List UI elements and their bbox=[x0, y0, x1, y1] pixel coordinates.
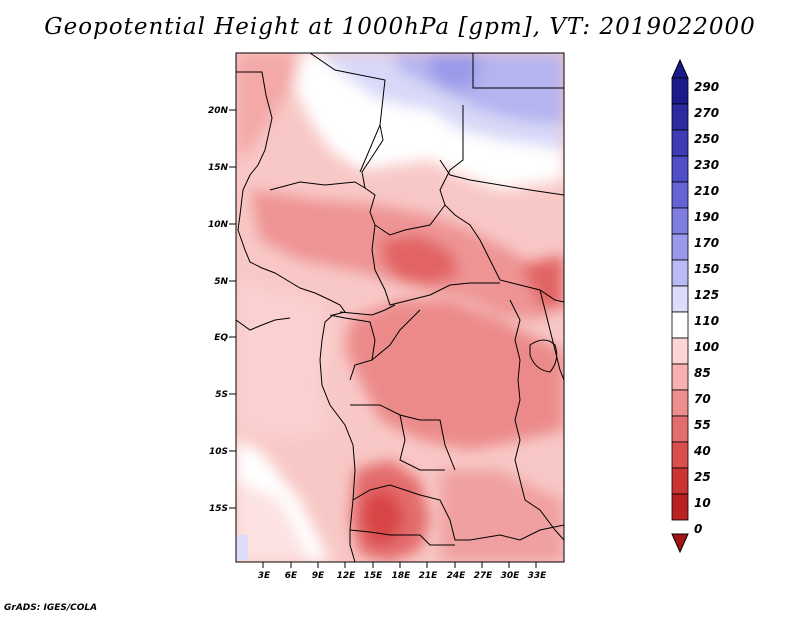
credit-label: GrADS: IGES/COLA bbox=[4, 603, 98, 613]
lat-label: 20N bbox=[208, 106, 229, 116]
colorbar-label: 210 bbox=[694, 184, 719, 198]
colorbar-label: 10 bbox=[694, 496, 711, 510]
colorbar-label: 290 bbox=[694, 80, 719, 94]
lat-label: 15N bbox=[208, 163, 229, 173]
colorbar-label: 190 bbox=[694, 210, 719, 224]
colorbar-segment bbox=[671, 233, 689, 261]
geopotential-field bbox=[236, 53, 564, 562]
lat-label: 5N bbox=[214, 277, 228, 287]
colorbar-label: 100 bbox=[694, 340, 719, 354]
colorbar-segment bbox=[671, 285, 689, 313]
lon-label: 27E bbox=[474, 571, 494, 581]
colorbar-segment bbox=[671, 77, 689, 105]
lon-label: 12E bbox=[337, 571, 357, 581]
colorbar-segment bbox=[671, 337, 689, 365]
colorbar-top-arrow bbox=[671, 58, 689, 79]
lon-label: 33E bbox=[528, 571, 548, 581]
colorbar-label: 270 bbox=[694, 106, 719, 120]
colorbar-label: 40 bbox=[693, 444, 711, 458]
colorbar-segment bbox=[671, 207, 689, 235]
lat-label: 15S bbox=[209, 504, 228, 514]
lon-label: 21E bbox=[419, 571, 439, 581]
colorbar-label: 55 bbox=[694, 418, 711, 432]
lat-label: 10N bbox=[208, 220, 229, 230]
colorbar-label: 25 bbox=[694, 470, 711, 484]
colorbar-label: 230 bbox=[694, 158, 719, 172]
colorbar-segment bbox=[671, 155, 689, 183]
lon-label: 6E bbox=[285, 571, 298, 581]
colorbar-segment bbox=[671, 441, 689, 469]
colorbar-segment bbox=[671, 493, 689, 521]
colorbar: 290 270 250 230 210 190 170 150 125 110 … bbox=[671, 58, 719, 554]
colorbar-segment bbox=[671, 389, 689, 417]
colorbar-segment bbox=[671, 363, 689, 391]
colorbar-label: 85 bbox=[694, 366, 711, 380]
colorbar-segment bbox=[671, 311, 689, 339]
colorbar-segment bbox=[671, 259, 689, 287]
colorbar-label: 150 bbox=[694, 262, 719, 276]
lon-label: 30E bbox=[501, 571, 521, 581]
colorbar-label: 170 bbox=[694, 236, 719, 250]
colorbar-bottom-arrow bbox=[671, 533, 689, 554]
axis-ticks bbox=[229, 109, 537, 568]
lat-label: EQ bbox=[214, 333, 228, 343]
colorbar-segment bbox=[671, 181, 689, 209]
colorbar-label: 70 bbox=[694, 392, 711, 406]
colorbar-segment bbox=[671, 103, 689, 131]
colorbar-segment bbox=[671, 129, 689, 157]
colorbar-label: 250 bbox=[694, 132, 719, 146]
longitude-labels: 3E 6E 9E 12E 15E 18E 21E 24E 27E 30E 33E bbox=[258, 571, 547, 581]
lat-label: 10S bbox=[209, 447, 228, 457]
lon-label: 9E bbox=[312, 571, 325, 581]
latitude-labels: 20N 15N 10N 5N EQ 5S 10S 15S bbox=[208, 106, 229, 514]
lat-label: 5S bbox=[215, 390, 228, 400]
colorbar-label: 110 bbox=[694, 314, 719, 328]
colorbar-segment bbox=[671, 415, 689, 443]
coastlines-borders bbox=[236, 53, 564, 562]
lon-label: 24E bbox=[447, 571, 467, 581]
lon-label: 18E bbox=[392, 571, 412, 581]
lon-label: 3E bbox=[258, 571, 271, 581]
lon-label: 15E bbox=[364, 571, 384, 581]
colorbar-label: 0 bbox=[694, 522, 702, 536]
map-title: Geopotential Height at 1000hPa [gpm], VT… bbox=[44, 14, 756, 40]
colorbar-segment bbox=[671, 467, 689, 495]
colorbar-label: 125 bbox=[694, 288, 719, 302]
